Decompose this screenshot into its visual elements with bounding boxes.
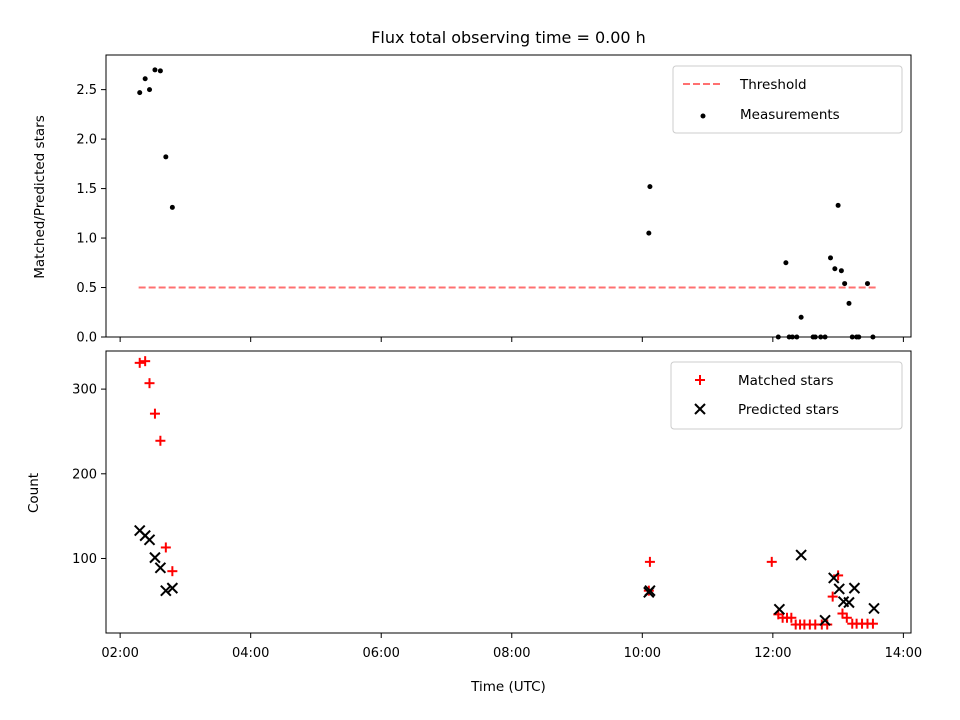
x-tick-label: 12:00 <box>754 646 791 661</box>
predicted-star-point <box>160 584 172 597</box>
measurement-point <box>157 68 163 74</box>
matched-star-point <box>134 357 145 368</box>
measurement-point <box>798 314 804 320</box>
matched-star-point <box>160 542 171 553</box>
predicted-star-point <box>644 584 656 597</box>
predicted-star-point <box>868 602 880 615</box>
y-tick-label: 0.0 <box>76 331 97 346</box>
count-panel: 02:00 04:00 06:00 08:00 10:00 12:00 14:00 100 2… <box>26 350 922 695</box>
matched-star-point <box>644 556 655 567</box>
predicted-star-point <box>848 582 861 594</box>
measurement-point <box>647 184 653 190</box>
measurement-point <box>835 202 841 208</box>
predicted-star-point <box>149 551 161 564</box>
ratio-axes-frame <box>105 54 912 338</box>
count-legend-box <box>670 361 903 430</box>
measurement-point <box>864 281 870 287</box>
y-tick-label: 100 <box>72 552 97 567</box>
x-tick-label: 10:00 <box>624 646 661 661</box>
legend-measurement-swatch <box>700 113 706 119</box>
x-tick-label: 08:00 <box>493 646 530 661</box>
measurement-point <box>842 281 848 287</box>
count-axes-frame <box>105 350 912 634</box>
y-tick-label: 2.0 <box>76 133 97 148</box>
measurement-point <box>147 87 153 93</box>
count-y-axis-label: Count <box>26 473 42 513</box>
legend-threshold-label: Threshold <box>739 77 807 93</box>
x-tick-label: 06:00 <box>362 646 399 661</box>
legend-cross-marker <box>694 403 706 415</box>
legend-predicted-swatch <box>694 403 706 415</box>
matched-star-point <box>833 570 844 581</box>
predicted-star-point <box>843 596 855 609</box>
predicted-star-point <box>819 614 831 627</box>
y-tick-label: 1.5 <box>76 182 97 197</box>
count-x-ticks: 02:00 04:00 06:00 08:00 10:00 12:00 14:00 <box>101 633 922 661</box>
matched-star-point <box>140 356 151 367</box>
measurement-point <box>828 255 833 261</box>
y-tick-label: 300 <box>72 383 97 398</box>
predicted-star-point <box>795 549 807 561</box>
matched-star-point <box>155 435 166 446</box>
y-tick-label: 0.5 <box>76 281 97 296</box>
legend-matched-swatch <box>695 375 705 385</box>
measurement-point <box>838 268 844 274</box>
predicted-star-point <box>166 582 179 594</box>
predicted-star-point <box>833 583 845 595</box>
x-tick-label: 02:00 <box>101 646 138 661</box>
matched-star-point <box>766 556 777 567</box>
legend-predicted-label: Predicted stars <box>738 402 839 418</box>
chart-title: Flux total observing time = 0.00 h <box>371 28 646 47</box>
measurement-point <box>783 260 789 266</box>
matched-star-point <box>149 408 160 419</box>
legend-matched-label: Matched stars <box>738 373 834 389</box>
y-tick-label: 200 <box>72 467 97 482</box>
measurement-point <box>152 67 158 73</box>
matched-star-point <box>144 378 155 389</box>
matched-star-point <box>786 612 797 623</box>
measurement-point <box>142 76 148 82</box>
matched-star-point <box>841 612 852 623</box>
predicted-star-point <box>143 534 156 546</box>
measurement-point <box>832 266 838 272</box>
legend-plus-marker <box>695 375 705 385</box>
y-tick-label: 2.5 <box>76 83 97 98</box>
ratio-x-ticks <box>119 337 904 342</box>
x-axis-label: Time (UTC) <box>470 679 546 695</box>
measurement-point <box>169 204 175 210</box>
legend-measurements-label: Measurements <box>740 107 840 123</box>
predicted-star-point <box>773 603 786 615</box>
matched-star-point <box>827 591 838 602</box>
measurement-point <box>646 230 652 236</box>
count-y-ticks: 100 200 300 <box>72 383 106 567</box>
predicted-star-point <box>154 562 167 574</box>
ratio-panel: 0.0 0.5 1.0 1.5 2.0 2.5 Matched/Predicted sta… <box>32 54 912 346</box>
ratio-legend: Threshold Measurements <box>672 65 903 134</box>
ratio-legend-box <box>672 65 903 134</box>
y-tick-label: 1.0 <box>76 232 97 247</box>
count-points <box>134 356 880 630</box>
measurement-point <box>137 90 143 96</box>
matched-star-point <box>167 566 178 577</box>
predicted-star-point <box>828 572 840 584</box>
measurement-point <box>163 154 169 160</box>
ratio-y-axis-label: Matched/Predicted stars <box>32 115 48 278</box>
count-legend: Matched stars Predicted stars <box>670 361 903 430</box>
measurement-points <box>137 67 876 340</box>
x-tick-label: 04:00 <box>232 646 269 661</box>
ratio-y-ticks: 0.0 0.5 1.0 1.5 2.0 2.5 <box>76 83 106 346</box>
x-tick-label: 14:00 <box>885 646 922 661</box>
measurement-point <box>846 300 852 306</box>
matched-star-point <box>867 618 878 629</box>
